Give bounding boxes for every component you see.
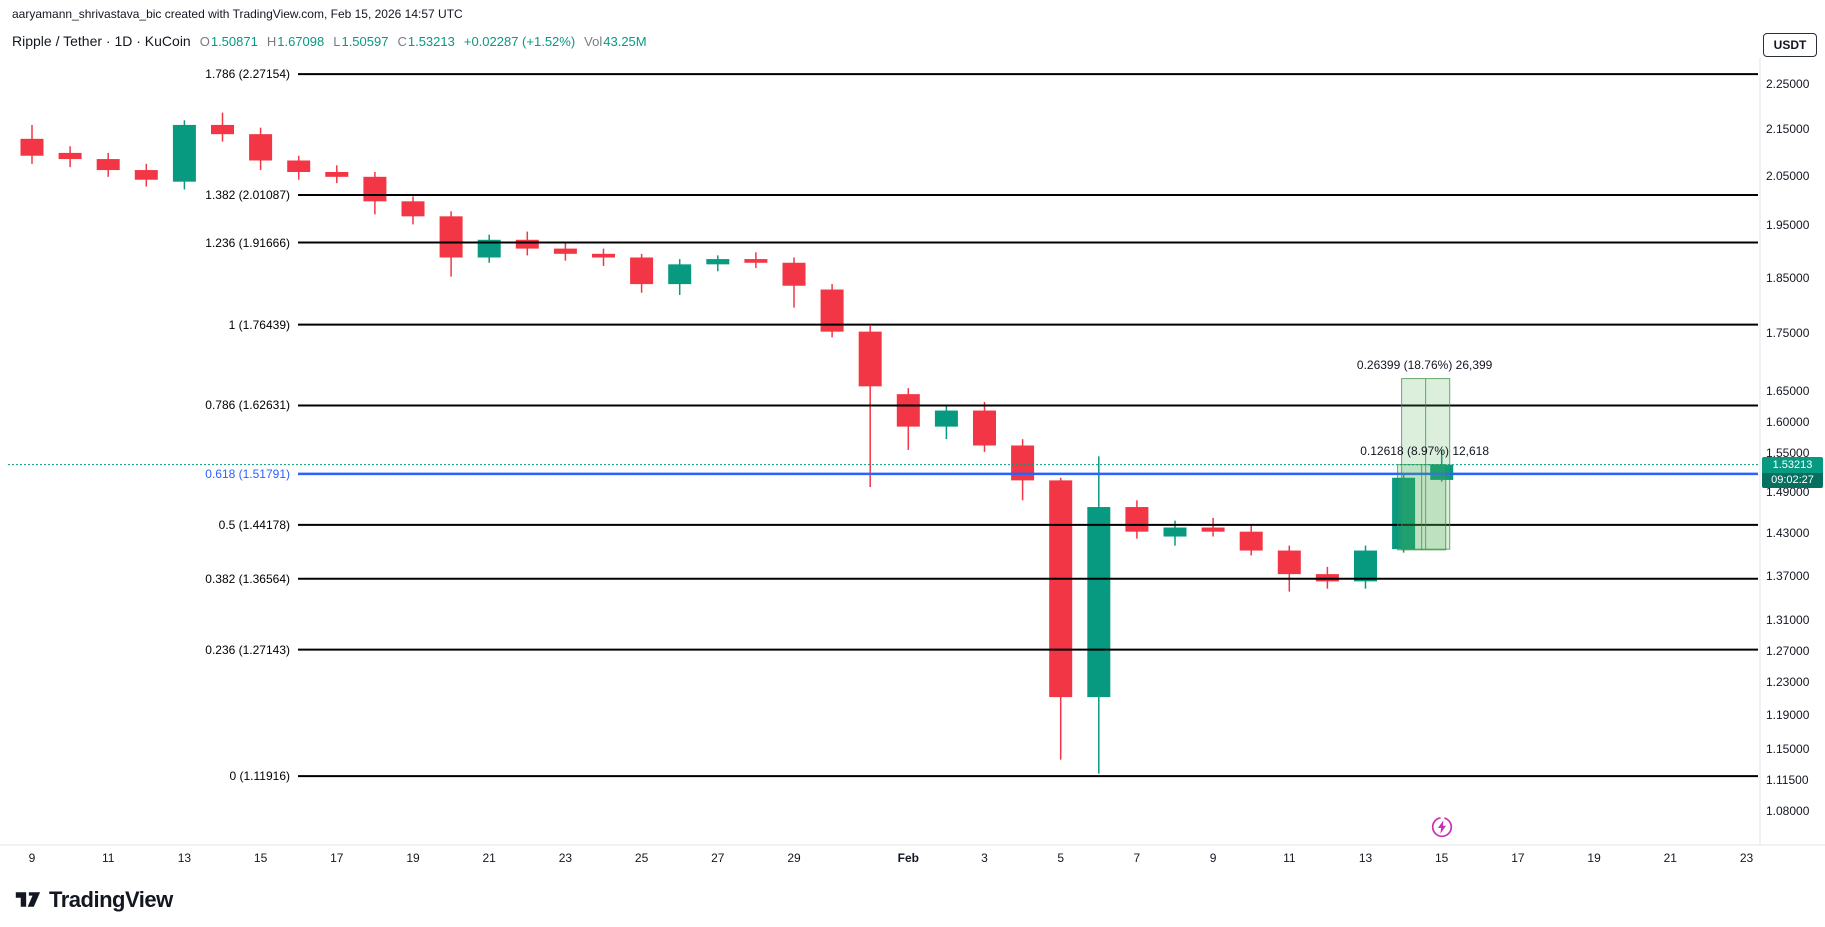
current-price-value: 1.53213 — [1762, 456, 1823, 473]
candle-body — [172, 124, 196, 182]
candle-body — [858, 331, 882, 387]
candle-body — [249, 134, 273, 161]
candle-body — [553, 248, 577, 254]
time-axis[interactable] — [0, 846, 1760, 876]
candle-body — [211, 124, 234, 135]
candle-body — [896, 394, 920, 427]
attribution-text: aaryamann_shrivastava_bic created with T… — [12, 7, 463, 21]
candle-body — [439, 216, 463, 258]
candle-body — [630, 257, 654, 285]
candle-body — [820, 289, 844, 332]
candle-body — [515, 239, 539, 249]
candle-body — [134, 170, 158, 180]
candle-body — [1049, 480, 1073, 698]
volume: Vol 43.25M — [584, 34, 646, 49]
open-label: O — [199, 34, 210, 49]
candle-body — [1201, 527, 1225, 532]
candle-body — [1354, 550, 1377, 582]
candle-body — [96, 159, 120, 171]
volume-label: Vol — [584, 34, 603, 49]
tradingview-logo-icon — [14, 886, 41, 913]
candle-body — [668, 264, 692, 285]
price-change: +0.02287 (+1.52%) — [463, 34, 576, 49]
close-label: C — [397, 34, 407, 49]
tradingview-logo[interactable]: TradingView — [14, 886, 173, 913]
candle-body — [706, 259, 730, 265]
high-label: H — [266, 34, 277, 49]
currency-toggle-button[interactable]: USDT — [1763, 33, 1817, 57]
event-flash-icon[interactable] — [1430, 815, 1454, 839]
ohlc-open: O 1.50871 — [200, 34, 258, 49]
bar-countdown-timer: 09:02:27 — [1762, 472, 1823, 488]
low-value: 1.50597 — [341, 34, 389, 49]
candle-body — [1430, 464, 1454, 480]
candle-body — [782, 262, 806, 286]
candle-body — [477, 239, 501, 258]
low-label: L — [333, 34, 341, 49]
candle-body — [287, 160, 311, 172]
volume-value: 43.25M — [603, 34, 647, 49]
candle-body — [363, 176, 387, 202]
candle-body — [1125, 507, 1149, 532]
ohlc-low: L 1.50597 — [333, 34, 388, 49]
close-value: 1.53213 — [407, 34, 455, 49]
candle-body — [973, 410, 996, 446]
ohlc-close: C 1.53213 — [397, 34, 454, 49]
symbol-title[interactable]: Ripple / Tether · 1D · KuCoin — [12, 33, 191, 49]
candle-body — [325, 171, 349, 177]
current-price-badge: 1.53213 09:02:27 — [1762, 456, 1823, 488]
price-axis[interactable] — [1760, 60, 1825, 845]
candle-body — [592, 253, 615, 258]
candle-body — [401, 201, 425, 217]
chart-header: Ripple / Tether · 1D · KuCoin O 1.50871 … — [12, 33, 647, 49]
candle-body — [1163, 527, 1187, 537]
high-value: 1.67098 — [277, 34, 325, 49]
tradingview-logo-text: TradingView — [49, 886, 173, 912]
candle-body — [1277, 550, 1301, 575]
candle-body — [934, 410, 958, 427]
candle-body — [1011, 445, 1035, 481]
candle-body — [58, 152, 82, 160]
open-value: 1.50871 — [210, 34, 258, 49]
candle-body — [1239, 531, 1263, 551]
candle-body — [744, 259, 768, 263]
candle-body — [1087, 507, 1111, 698]
ohlc-high: H 1.67098 — [267, 34, 324, 49]
candle-body — [20, 138, 44, 156]
